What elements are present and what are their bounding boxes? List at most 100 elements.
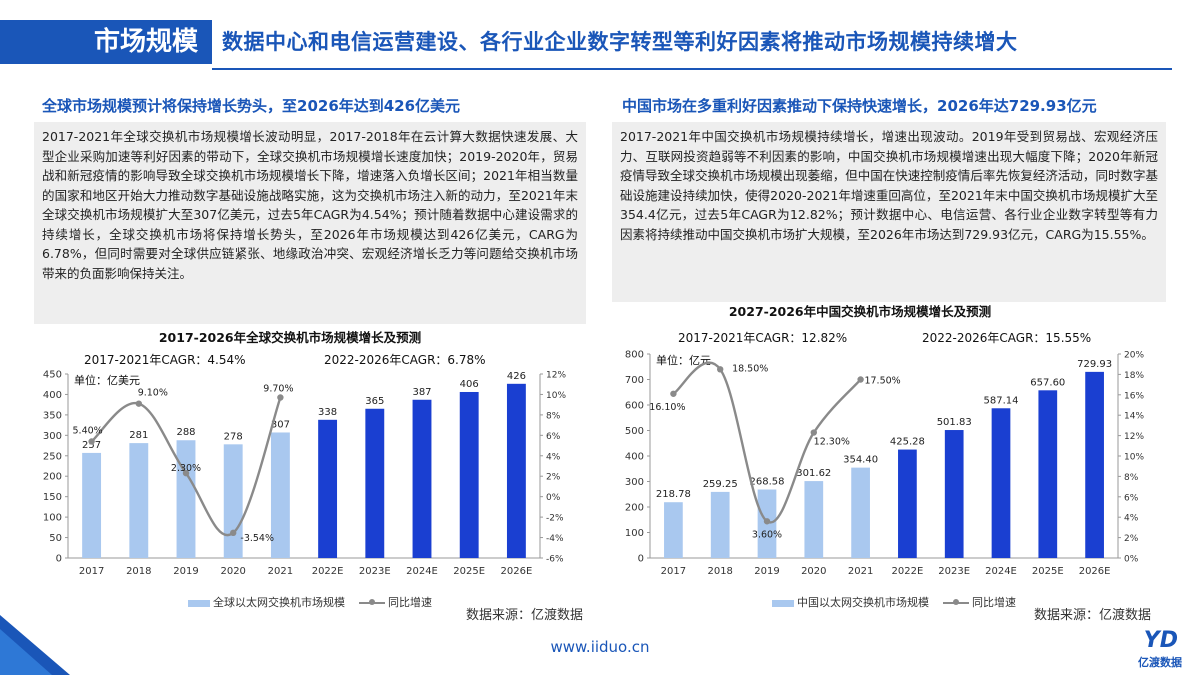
bar-value-label: 257: [82, 440, 101, 451]
growth-rate-label: 3.60%: [752, 529, 782, 540]
legend-line-label: 同比增速: [388, 596, 432, 609]
x-tick-label: 2022E: [312, 566, 344, 577]
y2-tick-label: 20%: [1124, 351, 1144, 361]
bar-2024E: [412, 399, 432, 558]
bar-value-label: 281: [129, 430, 148, 441]
chart-title: 2017-2026年全球交换机市场规模增长及预测: [159, 330, 421, 345]
y-tick-label: 300: [625, 477, 644, 488]
x-tick-label: 2026E: [501, 566, 533, 577]
x-tick-label: 2019: [754, 566, 779, 577]
y-tick-label: 600: [625, 401, 644, 412]
y2-tick-label: 0%: [546, 493, 561, 503]
bar-2025E: [459, 391, 479, 558]
bar-2018: [710, 491, 730, 558]
y-tick-label: 0: [56, 554, 62, 565]
y2-tick-label: -6%: [546, 555, 564, 565]
bar-value-label: 387: [412, 387, 431, 398]
legend-line-label: 同比增速: [972, 596, 1016, 609]
y-tick-label: 300: [43, 431, 62, 442]
bar-2023E: [944, 430, 964, 558]
x-tick-label: 2017: [79, 566, 104, 577]
x-tick-label: 2023E: [938, 566, 970, 577]
brand-logo: YD 亿渡数据: [1120, 628, 1190, 672]
growth-rate-point: [230, 529, 237, 537]
bar-2019: [176, 440, 196, 558]
x-tick-label: 2018: [707, 566, 732, 577]
cagr-annotation: 2022-2026年CAGR：15.55%: [922, 331, 1091, 345]
x-tick-label: 2025E: [453, 566, 485, 577]
y2-tick-label: 6%: [1124, 493, 1139, 503]
growth-rate-line: [90, 397, 282, 537]
left-section-title: 全球市场规模预计将保持增长势头，至2026年达到426亿美元: [42, 97, 461, 115]
chart-svg: 2027-2026年中国交换机市场规模增长及预测 2017-2021年CAGR：1…: [625, 304, 1145, 577]
y2-tick-label: 10%: [1124, 453, 1144, 463]
y-tick-label: 700: [625, 375, 644, 386]
y2-tick-label: 14%: [1124, 412, 1144, 422]
x-tick-label: 2021: [848, 566, 873, 577]
bar-value-label: 278: [224, 431, 243, 442]
bar-value-label: 354.40: [843, 455, 878, 466]
header-rule: [212, 68, 1172, 70]
legend-line-swatch: [943, 599, 969, 605]
right-section-title: 中国市场在多重利好因素推动下保持快速增长，2026年达729.93亿元: [622, 97, 1097, 115]
cagr-annotation: 2017-2021年CAGR：12.82%: [678, 331, 847, 345]
x-tick-label: 2022E: [892, 566, 924, 577]
bar-value-label: 587.14: [984, 395, 1019, 406]
bar-value-label: 268.58: [750, 477, 785, 488]
bar-value-label: 729.93: [1077, 359, 1112, 370]
growth-rate-label: 12.30%: [814, 437, 850, 448]
y2-tick-label: 18%: [1124, 371, 1144, 381]
y-tick-label: 150: [43, 492, 62, 503]
y-tick-label: 0: [638, 554, 644, 565]
bar-value-label: 425.28: [890, 437, 925, 448]
growth-rate-point: [763, 518, 771, 525]
y2-tick-label: -4%: [546, 534, 564, 544]
logo-name: 亿渡数据: [1138, 656, 1182, 669]
bar-value-label: 338: [318, 407, 337, 418]
bar-value-label: 501.83: [937, 417, 972, 428]
bar-value-label: 657.60: [1030, 377, 1065, 388]
bar-2022E: [318, 419, 338, 558]
bar-value-label: 259.25: [703, 479, 738, 490]
growth-rate-label: 5.40%: [73, 425, 103, 436]
x-tick-label: 2017: [661, 566, 686, 577]
y-tick-label: 450: [43, 370, 62, 381]
growth-rate-point: [182, 469, 190, 477]
growth-rate-point: [88, 438, 95, 445]
growth-rate-label: 18.50%: [732, 363, 768, 374]
x-tick-label: 2020: [220, 566, 245, 577]
y-tick-label: 350: [43, 410, 62, 421]
legend-bar-swatch: [772, 599, 794, 607]
left-description: 2017-2021年全球交换机市场规模增长波动明显，2017-2018年在云计算…: [34, 122, 586, 324]
x-tick-label: 2024E: [406, 566, 438, 577]
growth-rate-label: 17.50%: [864, 376, 900, 387]
growth-rate-label: 9.10%: [138, 388, 168, 399]
bar-value-label: 365: [365, 396, 384, 407]
bar-value-label: 426: [507, 371, 526, 382]
growth-rate-label: 9.70%: [263, 384, 293, 395]
footer-url[interactable]: www.iiduo.cn: [550, 638, 650, 656]
bar-2025E: [1038, 390, 1058, 558]
corner-decoration: [0, 615, 70, 675]
y2-tick-label: 4%: [546, 452, 561, 462]
cagr-annotation: 2017-2021年CAGR：4.54%: [84, 353, 246, 367]
x-tick-label: 2019: [173, 566, 198, 577]
y-tick-label: 800: [625, 350, 644, 361]
x-tick-label: 2021: [268, 566, 293, 577]
y-tick-label: 400: [43, 390, 62, 401]
growth-rate-point: [277, 394, 284, 401]
bar-value-label: 301.62: [796, 468, 831, 479]
unit-label: 单位：亿美元: [74, 373, 140, 387]
y-tick-label: 200: [43, 472, 62, 483]
right-chart-legend: 中国以太网交换机市场规模 同比增速: [772, 594, 1016, 610]
bar-2020: [223, 444, 243, 558]
growth-rate-point: [717, 366, 724, 373]
x-tick-label: 2020: [801, 566, 826, 577]
growth-rate-label: 2.30%: [171, 463, 201, 474]
global-market-chart: 2017-2026年全球交换机市场规模增长及预测 2017-2021年CAGR：4…: [34, 328, 586, 590]
growth-rate-label: 16.10%: [649, 402, 685, 413]
slide-header: 市场规模 数据中心和电信运营建设、各行业企业数字转型等利好因素将推动市场规模持续…: [0, 14, 1200, 70]
y2-tick-label: 4%: [1124, 514, 1139, 524]
y2-tick-label: -2%: [546, 514, 564, 524]
y-tick-label: 250: [43, 451, 62, 462]
